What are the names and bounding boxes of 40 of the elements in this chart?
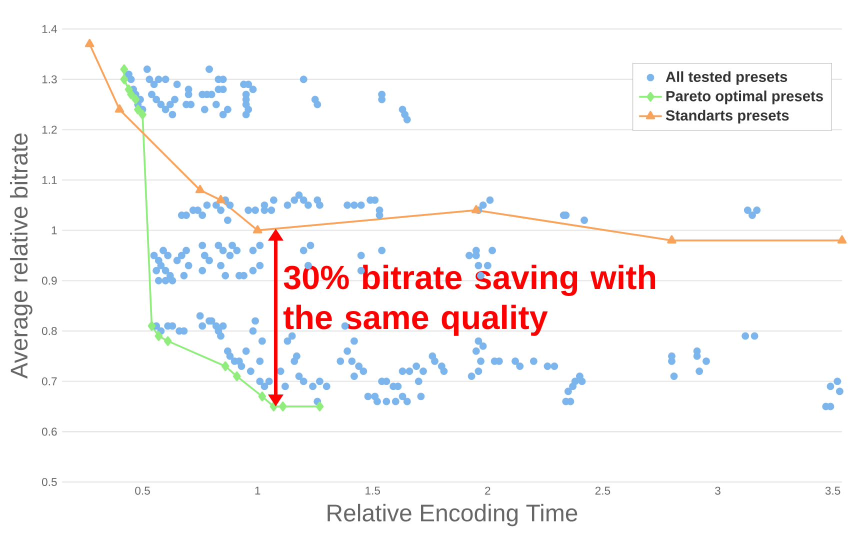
y-axis-title: Average relative bitrate [10, 133, 32, 379]
y-tick-label: 0.7 [42, 377, 57, 386]
legend-label: Pareto optimal presets [666, 90, 823, 104]
point [258, 391, 266, 402]
y-tick-label: 1.1 [42, 176, 57, 184]
y-tick-label: 0.9 [42, 276, 57, 285]
y-tick-label: 0.5 [42, 478, 57, 486]
legend-label: Standarts presets [666, 110, 789, 124]
y-tick-label: 0.6 [42, 428, 57, 436]
point [195, 184, 205, 194]
point [232, 371, 241, 382]
x-tick-label: 0.5 [135, 486, 150, 495]
point [221, 361, 230, 372]
point [114, 104, 124, 113]
point [120, 74, 128, 84]
y-tick-label: 0.8 [42, 326, 57, 336]
annotation: 30% bitrate saving with the same quality [283, 264, 656, 336]
point [278, 402, 287, 412]
x-tick-label: 2 [485, 486, 490, 495]
x-tick-label: 2.5 [595, 486, 610, 495]
legend-label: All tested presets [666, 71, 788, 85]
y-tick-label: 1.2 [42, 126, 57, 134]
point [252, 225, 262, 234]
x-tick-label: 3.5 [825, 486, 840, 495]
x-tick-label: 3 [715, 486, 720, 495]
point [120, 64, 128, 74]
y-tick-label: 1.4 [42, 25, 57, 33]
point [84, 38, 94, 48]
point [154, 331, 163, 341]
point [164, 336, 172, 346]
x-axis-title: Relative Encoding Time [328, 504, 578, 526]
y-tick-label: 1 [52, 226, 57, 234]
point [472, 205, 481, 214]
x-tick-label: 1.5 [366, 486, 380, 495]
point [667, 235, 676, 244]
y-tick-label: 1.3 [42, 75, 57, 84]
point [316, 402, 324, 412]
point [837, 235, 847, 244]
point [270, 402, 278, 412]
x-tick-label: 1 [255, 486, 260, 494]
